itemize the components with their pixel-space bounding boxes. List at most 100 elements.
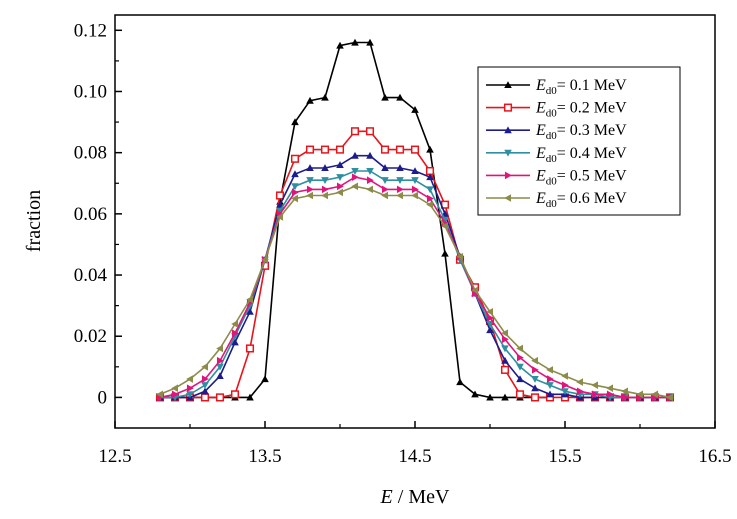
legend-entry: Ed0= 0.4 MeV xyxy=(486,145,627,165)
data-point xyxy=(396,177,404,184)
data-point xyxy=(516,375,524,383)
data-point xyxy=(291,188,299,197)
legend-swatch-marker xyxy=(504,81,512,89)
data-point xyxy=(261,255,269,264)
data-point xyxy=(306,185,314,194)
data-point xyxy=(425,166,435,176)
legend-entry: Ed0= 0.5 MeV xyxy=(486,167,627,187)
data-point xyxy=(381,177,389,184)
data-point xyxy=(336,182,344,191)
data-point xyxy=(516,353,524,362)
data-point xyxy=(515,390,525,399)
data-point xyxy=(216,356,224,365)
data-point xyxy=(336,174,344,181)
data-point xyxy=(366,151,374,159)
data-point xyxy=(426,145,434,153)
legend-entry: Ed0= 0.3 MeV xyxy=(486,122,627,142)
legend-label: Ed0= 0.6 MeV xyxy=(535,190,627,210)
data-point xyxy=(321,164,329,172)
data-point xyxy=(561,388,569,396)
data-point xyxy=(246,307,254,315)
legend-box xyxy=(477,66,681,216)
data-point xyxy=(321,177,329,184)
data-point xyxy=(351,151,359,159)
data-point xyxy=(561,372,569,380)
data-point xyxy=(486,314,494,322)
data-point xyxy=(351,182,359,191)
data-point xyxy=(410,145,420,154)
data-point xyxy=(666,393,674,402)
x-tick-label: 14.5 xyxy=(398,446,431,467)
x-axis-title: E / MeV xyxy=(380,486,450,508)
series-6 xyxy=(156,182,674,402)
data-point xyxy=(501,329,509,337)
data-point xyxy=(636,390,644,399)
data-point xyxy=(245,344,255,353)
data-point xyxy=(396,185,404,194)
data-point xyxy=(621,393,629,402)
legend-label: Ed0= 0.5 MeV xyxy=(535,167,627,187)
data-point xyxy=(456,252,464,261)
data-point xyxy=(261,375,269,383)
data-point xyxy=(291,183,299,191)
data-point xyxy=(306,177,314,184)
data-point xyxy=(576,387,584,396)
legend-label: Ed0= 0.2 MeV xyxy=(535,100,627,120)
data-point xyxy=(215,393,225,402)
data-point xyxy=(426,186,434,194)
data-point xyxy=(276,213,284,221)
data-point xyxy=(531,384,539,392)
y-tick-label: 0.06 xyxy=(74,204,107,225)
data-point xyxy=(305,145,315,154)
data-point xyxy=(411,167,419,175)
data-point xyxy=(591,381,599,389)
data-point xyxy=(486,320,494,328)
x-axis-title-symbol: E xyxy=(380,486,393,508)
data-point xyxy=(321,191,329,200)
data-point xyxy=(231,338,239,346)
data-point xyxy=(335,145,345,154)
data-point xyxy=(561,381,569,389)
legend-swatch-marker xyxy=(504,149,512,157)
data-point xyxy=(246,393,254,401)
data-point xyxy=(471,286,479,295)
data-point xyxy=(365,127,375,136)
data-point xyxy=(201,363,209,371)
data-point xyxy=(336,41,344,49)
data-point xyxy=(606,390,614,399)
data-point xyxy=(186,375,194,383)
y-tick-label: 0.12 xyxy=(74,20,107,41)
data-point xyxy=(321,185,329,194)
data-point xyxy=(531,376,539,383)
data-point xyxy=(426,194,434,203)
data-point xyxy=(381,164,389,172)
data-point xyxy=(486,326,494,334)
data-point xyxy=(216,344,224,353)
data-point xyxy=(500,365,510,374)
data-point xyxy=(381,93,389,101)
data-point xyxy=(456,378,464,386)
data-point xyxy=(501,393,509,401)
data-point xyxy=(201,387,209,395)
data-point xyxy=(276,200,284,208)
legend-swatch-marker xyxy=(504,194,512,202)
data-point xyxy=(306,191,314,200)
data-point xyxy=(366,185,374,194)
data-point xyxy=(171,384,179,393)
data-point xyxy=(171,390,179,399)
data-point xyxy=(351,167,359,175)
data-point xyxy=(411,177,419,184)
data-point xyxy=(426,200,434,209)
data-point xyxy=(200,393,210,402)
y-tick-label: 0.02 xyxy=(74,326,107,347)
legend-entry: Ed0= 0.1 MeV xyxy=(486,77,627,97)
data-point xyxy=(501,345,509,353)
data-point xyxy=(411,185,419,194)
data-point xyxy=(216,372,224,380)
data-point xyxy=(531,356,539,365)
data-point xyxy=(531,366,539,374)
data-point xyxy=(231,320,239,328)
data-point xyxy=(426,173,434,181)
